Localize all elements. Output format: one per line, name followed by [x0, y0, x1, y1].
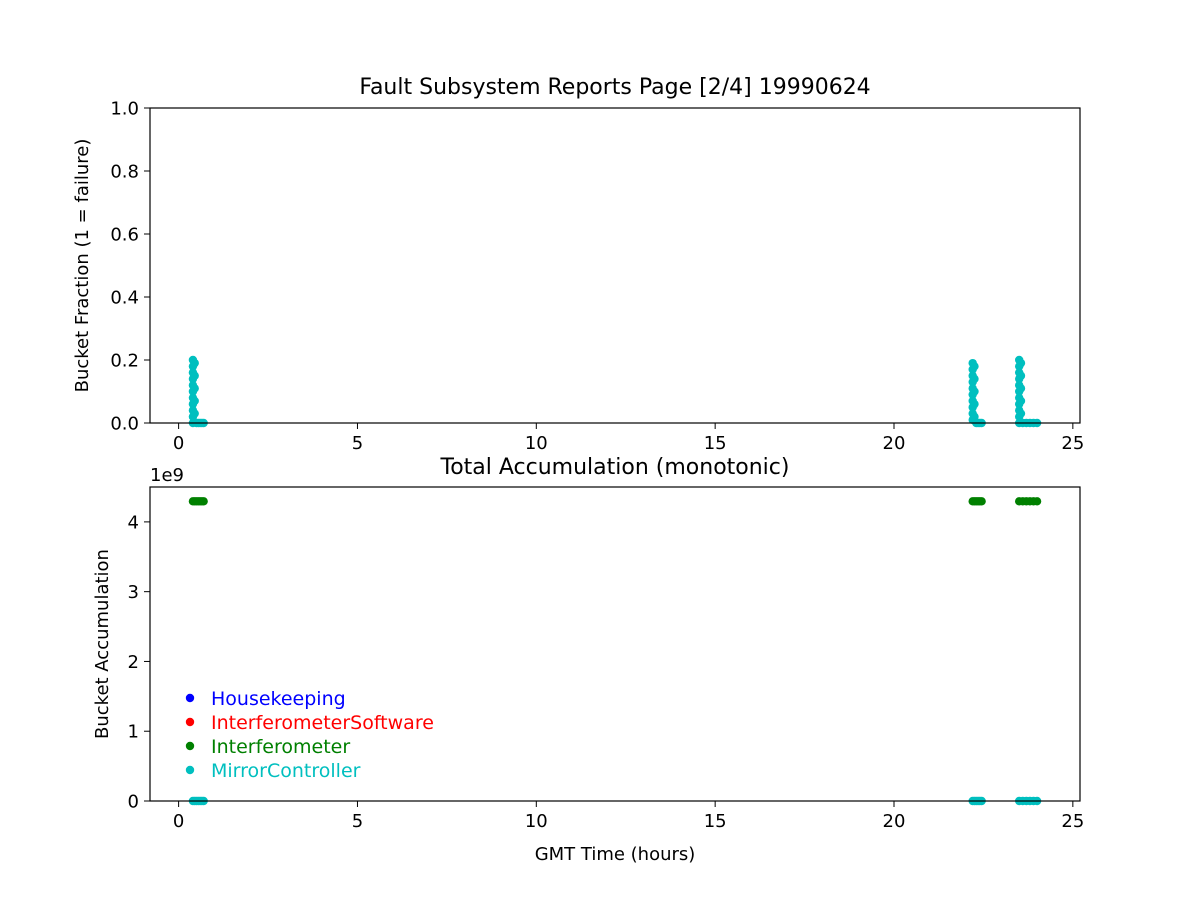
chart-1-series-0-point-18: [1032, 497, 1042, 506]
chart-0-series-0-point-55: [1016, 409, 1026, 418]
chart-1-plot-area: [150, 487, 1080, 801]
chart-1-y-tick-label-3: 3: [128, 582, 139, 603]
chart-0-y-tick-label-2: 0.4: [110, 288, 139, 309]
chart-0-series-0-point-34: [970, 399, 979, 409]
chart-1-legend: HousekeepingInterferometerSoftwareInterf…: [185, 688, 434, 782]
chart-1-offset-text: 1e9: [150, 465, 184, 486]
chart-0-plot-area: [150, 108, 1080, 423]
chart-1-legend-marker-2: [185, 741, 195, 751]
chart-1-axes-frame: [149, 486, 1081, 802]
chart-0-y-axis-label: Bucket Fraction (1 = failure): [72, 139, 93, 393]
chart-0-x-tick-label-0: 0: [173, 433, 184, 454]
chart-1-x-tick-label-3: 15: [704, 811, 727, 832]
chart-1-legend-marker-1: [185, 717, 195, 727]
chart-1-y-tick-label-0: 0: [128, 792, 139, 813]
chart-1-legend-label-3: MirrorController: [211, 760, 361, 782]
bottom-chart: 0 5 10 15 20 25 0 1 2 3 4 Total Accumulation (monot…: [92, 455, 1084, 865]
chart-1-y-tick-label-2: 2: [128, 652, 139, 673]
chart-1-legend-marker-3: [185, 765, 195, 775]
chart-0-series-0-point-52: [1016, 371, 1026, 380]
chart-0-x-tick-label-5: 25: [1061, 433, 1084, 454]
chart-1-title: Total Accumulation (monotonic): [440, 455, 790, 480]
chart-0-series-0-point-33: [970, 387, 979, 396]
chart-1-x-tick-label-1: 5: [352, 811, 363, 832]
chart-0-series-0-point-13: [190, 384, 199, 393]
chart-0-x-tick-label-1: 5: [352, 433, 363, 454]
chart-0-series-0-point-35: [970, 412, 979, 421]
chart-0-series-0-point-11: [190, 358, 199, 368]
chart-0-series-0-point-31: [970, 362, 979, 371]
chart-1-x-tick-label-0: 0: [173, 811, 184, 832]
chart-0-y-tick-label-0: 0.0: [110, 414, 139, 435]
chart-1-legend-marker-0: [185, 693, 195, 703]
chart-0-y-tick-label-1: 0.2: [110, 351, 139, 372]
chart-0-x-tick-label-3: 15: [704, 433, 727, 454]
chart-1-y-axis-label: Bucket Accumulation: [92, 549, 113, 739]
chart-0-series-0-point-51: [1016, 358, 1026, 368]
chart-1-legend-label-1: InterferometerSoftware: [211, 712, 434, 734]
chart-1-x-tick-label-2: 10: [525, 811, 548, 832]
chart-0-series-0-point-14: [190, 396, 199, 406]
chart-0-axes-frame: [149, 107, 1081, 424]
chart-1-x-tick-label-4: 20: [883, 811, 906, 832]
chart-0-series-0-point-32: [970, 374, 979, 384]
chart-1-x-tick-label-5: 25: [1061, 811, 1084, 832]
chart-1-legend-label-2: Interferometer: [211, 736, 350, 758]
chart-1-series-0-point-12: [977, 497, 986, 506]
chart-0-y-tick-label-4: 0.8: [110, 162, 139, 183]
chart-0-series-0-point-53: [1016, 384, 1026, 393]
chart-0-x-tick-label-2: 10: [525, 433, 548, 454]
chart-0-y-tick-label-5: 1.0: [110, 99, 139, 120]
chart-1-series-0-point-6: [199, 497, 208, 506]
chart-0-series-0-point-15: [190, 409, 199, 418]
chart-0-x-tick-label-4: 20: [883, 433, 906, 454]
top-chart: 0 5 10 15 20 25 0.0 0.2 0.4 0.6 0.8 1.0 Bucket Fract…: [72, 99, 1084, 455]
chart-0-series-0-point-12: [190, 371, 199, 380]
chart-1-legend-label-0: Housekeeping: [211, 688, 346, 710]
chart-1-y-tick-label-4: 4: [128, 512, 139, 533]
chart-0-series-0-point-54: [1016, 396, 1026, 406]
chart-1-y-tick-label-1: 1: [128, 722, 139, 743]
chart-1-x-axis-label: GMT Time (hours): [535, 844, 696, 865]
chart-0-y-tick-label-3: 0.6: [110, 225, 139, 246]
figure-title: Fault Subsystem Reports Page [2/4] 19990…: [359, 75, 870, 100]
